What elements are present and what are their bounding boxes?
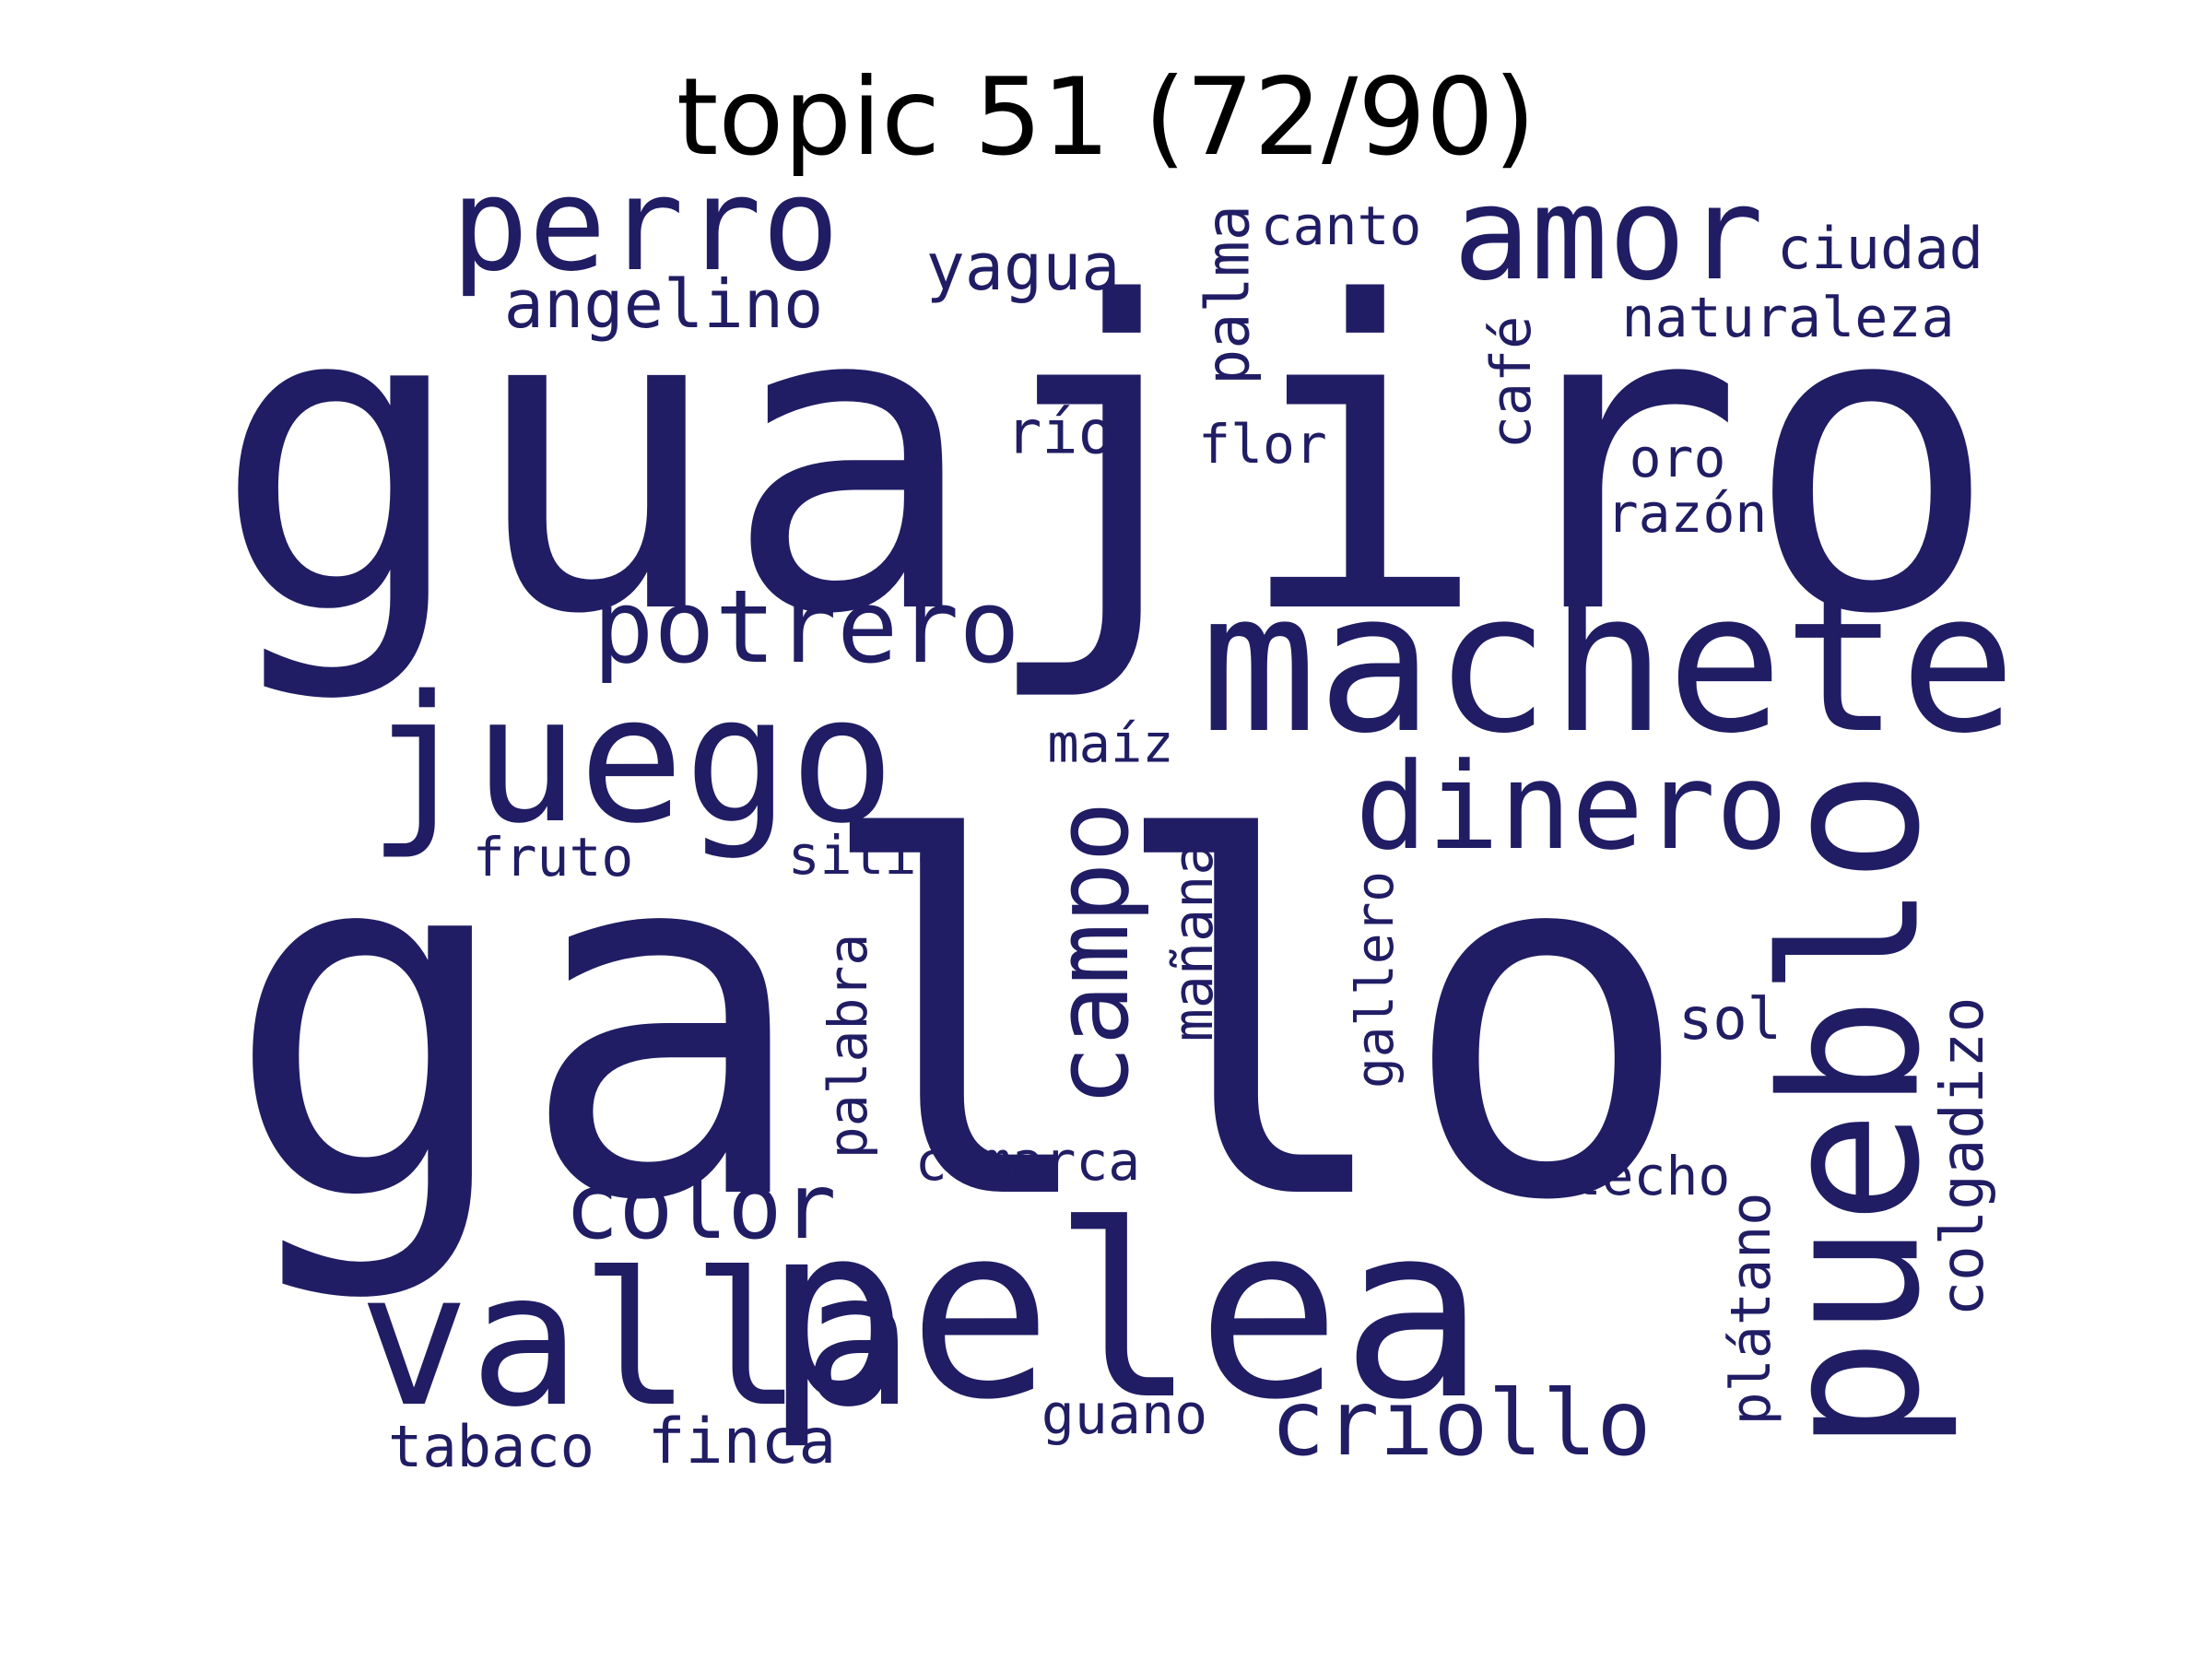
cloud-word: guajiro [212, 214, 2000, 707]
cloud-word: dinero [1355, 736, 1788, 877]
cloud-title: topic 51 (72/90) [676, 55, 1536, 180]
cloud-word: pelea [763, 1174, 1486, 1453]
cloud-word: yagua [925, 229, 1121, 305]
cloud-word: sol [1678, 985, 1782, 1053]
cloud-word: perro [451, 150, 840, 300]
cloud-word: colgadizo [1929, 996, 1997, 1317]
cloud-word: río [1006, 398, 1114, 468]
cloud-word: guano [1041, 1382, 1208, 1447]
cloud-word: café [1479, 315, 1544, 450]
cloud-word: campo [1033, 801, 1151, 1107]
cloud-word: palabra [817, 933, 879, 1159]
cloud-word: gallo [223, 738, 1694, 1307]
cloud-word: oro [1629, 427, 1726, 489]
cloud-word: canto [1260, 194, 1422, 257]
cloud-word: color [564, 1155, 837, 1260]
cloud-word: valla [358, 1233, 914, 1448]
cloud-word: maíz [1047, 713, 1174, 775]
cloud-word: fruto [472, 826, 634, 888]
cloud-word: gallero [1346, 870, 1406, 1089]
cloud-word: potrero [593, 568, 1020, 686]
cloud-word: naturaleza [1621, 286, 1955, 350]
cloud-word: razón [1606, 482, 1768, 545]
cloud-word: palma [1194, 205, 1264, 385]
cloud-word: tabaco [388, 1413, 594, 1480]
cloud-word: juego [368, 658, 895, 862]
cloud-word: angelino [503, 265, 824, 343]
cloud-word: amor [1453, 159, 1764, 310]
cloud-word: flor [1198, 413, 1327, 476]
cloud-word: finca [647, 1406, 837, 1478]
cloud-word: sitio [787, 824, 949, 887]
cloud-word: ciudad [1777, 215, 1983, 282]
cloud-word: machete [1200, 550, 2017, 776]
cloud-word: plátano [1719, 1192, 1783, 1426]
cloud-word: mañana [1161, 841, 1226, 1042]
cloud-word: techo [1569, 1145, 1731, 1207]
cloud-word: criollo [1270, 1371, 1652, 1477]
cloud-word: comarca [914, 1130, 1141, 1193]
